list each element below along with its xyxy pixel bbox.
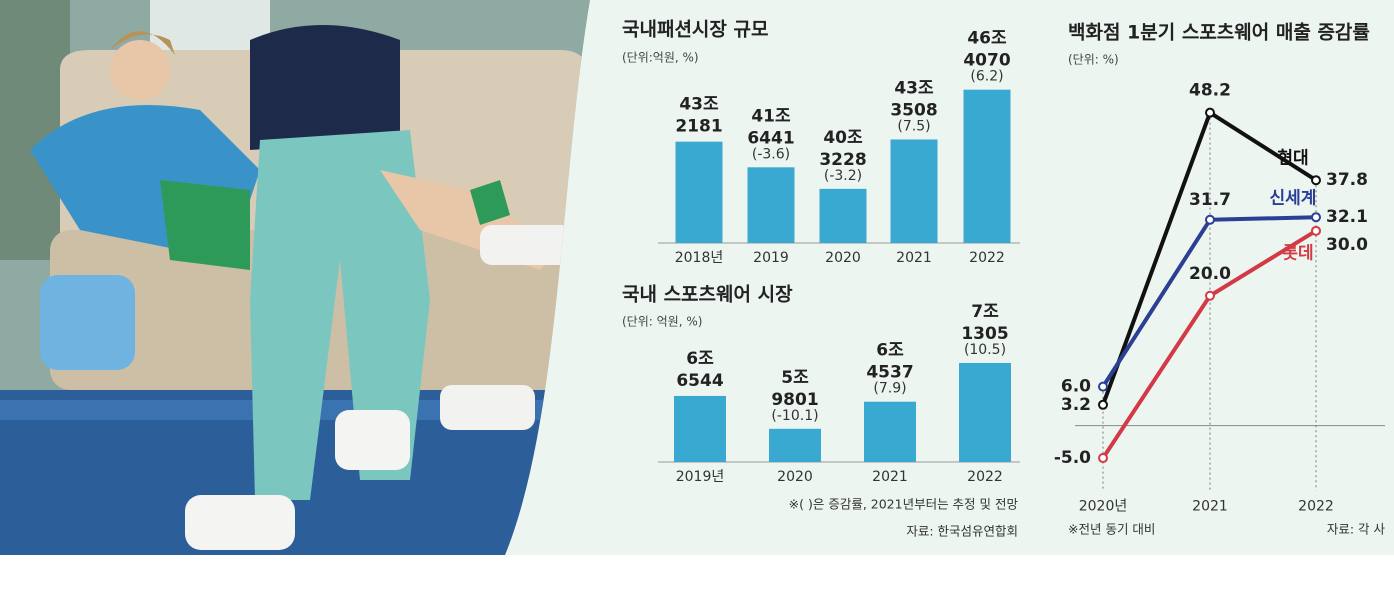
growth-label: (-10.1) <box>771 408 818 424</box>
value-label: 4070 <box>963 51 1010 71</box>
value-label: 7조 <box>971 302 999 322</box>
point <box>1311 212 1321 223</box>
point <box>1311 225 1321 236</box>
value-label: -5.0 <box>1054 448 1091 468</box>
point <box>1098 381 1108 392</box>
point <box>1098 453 1108 464</box>
value-label: 3.2 <box>1061 395 1091 415</box>
value-label: 5조 <box>781 368 809 388</box>
x-tick-label: 2022 <box>1298 499 1334 515</box>
value-label: 6조 <box>686 349 714 369</box>
x-tick-label: 2022 <box>967 469 1003 485</box>
x-tick-label: 2019년 <box>676 469 725 485</box>
value-label: 4537 <box>866 363 913 383</box>
bar <box>864 401 916 462</box>
value-label: 6조 <box>876 341 904 361</box>
series-name: 롯데 <box>1282 243 1313 263</box>
x-tick-label: 2020년 <box>1079 499 1128 515</box>
x-tick-label: 2018년 <box>675 250 724 266</box>
value-label: 43조 <box>679 95 719 115</box>
value-label: 1305 <box>961 324 1008 344</box>
point <box>1205 214 1215 225</box>
bar <box>963 89 1011 244</box>
value-label: 9801 <box>771 390 818 410</box>
value-label: 32.1 <box>1326 207 1368 227</box>
value-label: 37.8 <box>1326 170 1368 190</box>
growth-label: (7.5) <box>897 118 930 134</box>
value-label: 6.0 <box>1061 377 1091 397</box>
chart-subtitle: (단위:억원, %) <box>622 51 699 65</box>
point <box>1098 399 1108 410</box>
x-tick-label: 2021 <box>896 250 932 266</box>
bar <box>890 139 938 243</box>
bar <box>675 141 723 243</box>
x-tick-label: 2020 <box>825 250 861 266</box>
value-label: 30.0 <box>1326 235 1368 255</box>
footnote: ※( )은 증감률, 2021년부터는 추정 및 전망 <box>789 497 1019 512</box>
x-tick-label: 2021 <box>872 469 908 485</box>
growth-label: (10.5) <box>964 342 1006 358</box>
value-label: 20.0 <box>1189 264 1231 284</box>
value-label: 40조 <box>823 128 863 148</box>
bar <box>959 362 1011 462</box>
chart-title: 백화점 1분기 스포츠웨어 매출 증감률 <box>1068 22 1370 44</box>
value-label: 6544 <box>676 371 723 391</box>
note: ※전년 동기 대비 <box>1068 522 1155 537</box>
value-label: 48.2 <box>1189 81 1231 101</box>
value-label: 43조 <box>894 78 934 98</box>
value-label: 41조 <box>751 106 791 126</box>
value-label: 3228 <box>819 150 866 170</box>
chart-title: 국내패션시장 규모 <box>622 19 768 41</box>
photo <box>0 0 590 555</box>
x-tick-label: 2019 <box>753 250 789 266</box>
growth-label: (6.2) <box>970 69 1003 85</box>
value-label: 3508 <box>890 100 937 120</box>
growth-label: (-3.6) <box>752 146 790 162</box>
point <box>1205 290 1215 301</box>
value-label: 46조 <box>967 29 1007 49</box>
series-name: 신세계 <box>1270 188 1317 208</box>
footnote: 자료: 한국섬유연합회 <box>906 524 1018 539</box>
chart-subtitle: (단위: 억원, %) <box>622 315 702 329</box>
x-tick-label: 2022 <box>969 250 1005 266</box>
x-tick-label: 2020 <box>777 469 813 485</box>
value-label: 2181 <box>675 117 722 137</box>
value-label: 31.7 <box>1189 190 1231 210</box>
bar <box>819 188 867 243</box>
point <box>1311 175 1321 186</box>
chart-subtitle: (단위: %) <box>1068 53 1119 67</box>
bar <box>769 428 821 462</box>
bar <box>747 167 795 243</box>
point <box>1205 107 1215 118</box>
x-tick-label: 2021 <box>1192 499 1228 515</box>
panel-background <box>500 0 1394 555</box>
growth-label: (7.9) <box>873 381 906 397</box>
source: 자료: 각 사 <box>1327 522 1386 537</box>
value-label: 6441 <box>747 128 794 148</box>
growth-label: (-3.2) <box>824 168 862 184</box>
chart-title: 국내 스포츠웨어 시장 <box>622 284 793 306</box>
bar <box>674 395 726 462</box>
series-name: 현대 <box>1277 148 1308 168</box>
charts: 국내패션시장 규모(단위:억원, %)2018년43조2181201941조64… <box>622 19 1385 539</box>
